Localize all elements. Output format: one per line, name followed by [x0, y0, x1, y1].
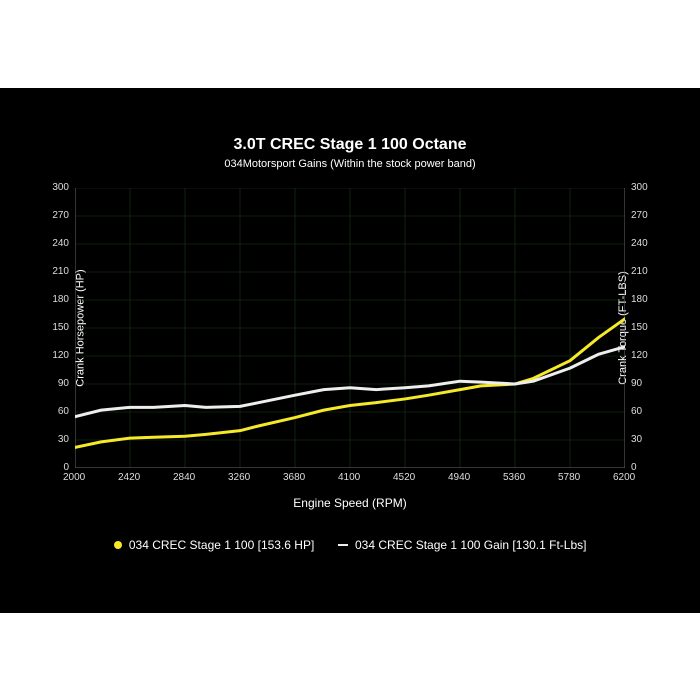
y-tick-left: 30: [58, 434, 69, 445]
y-tick-right: 60: [631, 406, 642, 417]
legend-label: 034 CREC Stage 1 100 Gain [130.1 Ft-Lbs]: [355, 538, 586, 552]
y-tick-right: 30: [631, 434, 642, 445]
x-tick: 6200: [613, 472, 635, 483]
chart-outer: 3.0T CREC Stage 1 100 Octane 034Motorspo…: [0, 0, 700, 700]
chart-subtitle: 034Motorsport Gains (Within the stock po…: [0, 158, 700, 170]
legend-label: 034 CREC Stage 1 100 [153.6 HP]: [129, 538, 314, 552]
y-tick-right: 180: [631, 294, 648, 305]
x-tick: 2000: [63, 472, 85, 483]
y-tick-left: 210: [52, 266, 69, 277]
legend-marker-circle-icon: [114, 541, 122, 549]
x-tick: 3680: [283, 472, 305, 483]
legend-marker-dash-icon: [338, 544, 348, 546]
x-axis-label: Engine Speed (RPM): [0, 496, 700, 510]
x-tick: 3260: [228, 472, 250, 483]
y-tick-left: 120: [52, 350, 69, 361]
y-tick-right: 120: [631, 350, 648, 361]
x-tick: 2420: [118, 472, 140, 483]
y-tick-left: 90: [58, 378, 69, 389]
x-tick: 4100: [338, 472, 360, 483]
y-tick-left: 270: [52, 210, 69, 221]
x-tick: 4520: [393, 472, 415, 483]
x-tick: 2840: [173, 472, 195, 483]
chart-title: 3.0T CREC Stage 1 100 Octane: [0, 136, 700, 154]
legend: 034 CREC Stage 1 100 [153.6 HP] 034 CREC…: [0, 538, 700, 552]
x-tick: 4940: [448, 472, 470, 483]
legend-item-torque: 034 CREC Stage 1 100 Gain [130.1 Ft-Lbs]: [338, 538, 587, 552]
y-tick-right: 210: [631, 266, 648, 277]
y-tick-left: 240: [52, 238, 69, 249]
chart-box: 3.0T CREC Stage 1 100 Octane 034Motorspo…: [0, 88, 700, 613]
y-tick-left: 60: [58, 406, 69, 417]
y-tick-right: 300: [631, 182, 648, 193]
plot-area: [75, 188, 625, 468]
x-tick: 5360: [503, 472, 525, 483]
x-tick: 5780: [558, 472, 580, 483]
y-tick-right: 240: [631, 238, 648, 249]
y-tick-left: 150: [52, 322, 69, 333]
y-tick-right: 150: [631, 322, 648, 333]
y-tick-left: 300: [52, 182, 69, 193]
y-tick-left: 180: [52, 294, 69, 305]
y-tick-right: 90: [631, 378, 642, 389]
legend-item-hp: 034 CREC Stage 1 100 [153.6 HP]: [114, 538, 315, 552]
y-tick-right: 270: [631, 210, 648, 221]
